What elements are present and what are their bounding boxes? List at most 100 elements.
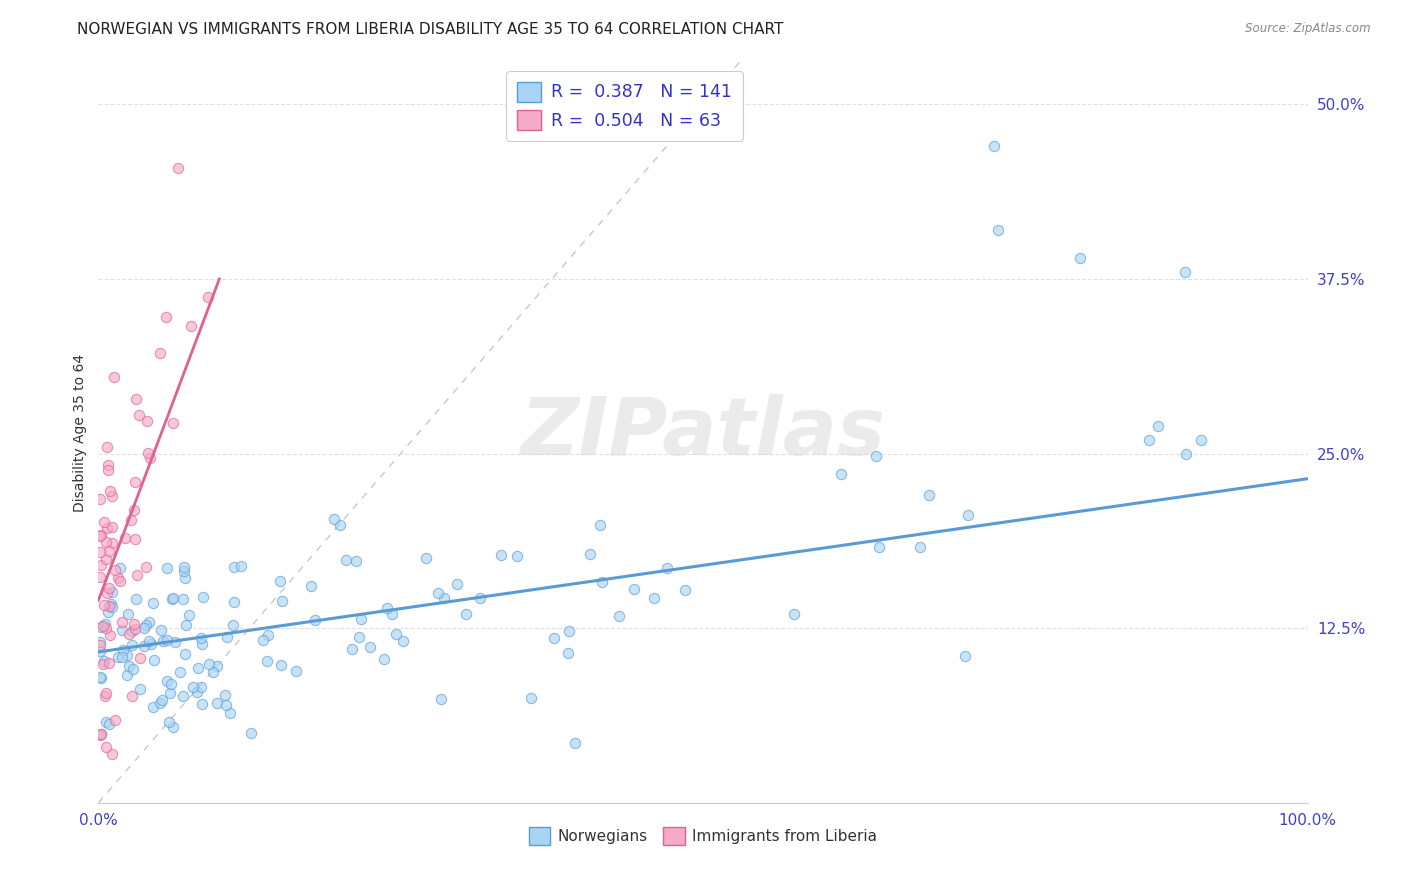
Point [987, 223, 1010, 237]
Point [299, 578, 322, 592]
Point [98, 628, 121, 642]
Point [90, 671, 112, 685]
Point [117, 607, 139, 622]
Point [256, 628, 278, 642]
Point [187, 661, 209, 675]
Point [180, 318, 202, 333]
Point [346, 554, 368, 568]
Point [135, 618, 157, 632]
Point [120, 512, 142, 526]
Point [198, 657, 221, 671]
Point [543, 631, 565, 645]
Point [111, 643, 134, 657]
Point [150, 624, 173, 638]
Point [104, 713, 127, 727]
Point [373, 652, 395, 666]
Point [1147, 418, 1170, 433]
Point [93, 516, 115, 530]
Point [222, 560, 245, 574]
Point [93, 598, 115, 612]
Point [385, 627, 408, 641]
Point [107, 571, 129, 585]
Point [97, 458, 120, 473]
Point [205, 696, 228, 710]
Point [134, 640, 156, 654]
Point [643, 591, 665, 606]
Point [190, 637, 212, 651]
Point [114, 531, 136, 545]
Point [91, 657, 114, 671]
Point [215, 698, 238, 712]
Point [830, 467, 852, 482]
Point [89, 669, 111, 683]
Point [132, 621, 155, 635]
Point [304, 613, 326, 627]
Point [111, 649, 134, 664]
Point [124, 592, 146, 607]
Point [142, 596, 165, 610]
Point [94, 686, 117, 700]
Point [349, 630, 371, 644]
Point [98, 581, 121, 595]
Point [191, 698, 214, 712]
Point [98, 717, 121, 731]
Point [128, 409, 150, 423]
Point [415, 550, 437, 565]
Point [89, 570, 111, 584]
Point [335, 553, 357, 567]
Point [239, 726, 262, 740]
Point [162, 720, 184, 734]
Point [865, 450, 887, 464]
Point [868, 540, 890, 554]
Point [381, 607, 404, 621]
Point [162, 591, 184, 605]
Point [446, 577, 468, 591]
Point [110, 615, 132, 630]
Point [100, 489, 122, 503]
Point [1175, 446, 1198, 460]
Point [91, 619, 114, 633]
Point [135, 414, 157, 428]
Y-axis label: Disability Age 35 to 64: Disability Age 35 to 64 [73, 353, 87, 512]
Point [162, 416, 184, 430]
Point [138, 615, 160, 630]
Point [162, 592, 184, 607]
Point [454, 607, 477, 621]
Point [214, 688, 236, 702]
Point [94, 714, 117, 729]
Point [1173, 265, 1195, 279]
Point [96, 586, 118, 600]
Point [96, 739, 118, 754]
Point [121, 638, 143, 652]
Point [96, 440, 118, 454]
Point [489, 548, 512, 562]
Point [94, 552, 117, 566]
Point [129, 651, 152, 665]
Point [94, 689, 117, 703]
Point [89, 635, 111, 649]
Point [167, 161, 190, 175]
Point [125, 392, 148, 406]
Point [205, 659, 228, 673]
Point [953, 648, 976, 663]
Point [121, 624, 143, 638]
Point [98, 544, 121, 558]
Point [256, 654, 278, 668]
Text: NORWEGIAN VS IMMIGRANTS FROM LIBERIA DISABILITY AGE 35 TO 64 CORRELATION CHART: NORWEGIAN VS IMMIGRANTS FROM LIBERIA DIS… [77, 22, 783, 37]
Point [89, 638, 111, 652]
Point [101, 536, 124, 550]
Point [224, 595, 246, 609]
Point [150, 693, 173, 707]
Point [101, 747, 124, 762]
Point [100, 520, 122, 534]
Point [101, 600, 124, 615]
Point [193, 590, 215, 604]
Point [156, 561, 179, 575]
Point [149, 346, 172, 360]
Point [156, 673, 179, 688]
Point [107, 649, 129, 664]
Point [89, 529, 111, 543]
Point [557, 646, 579, 660]
Point [1137, 433, 1160, 447]
Point [222, 618, 245, 632]
